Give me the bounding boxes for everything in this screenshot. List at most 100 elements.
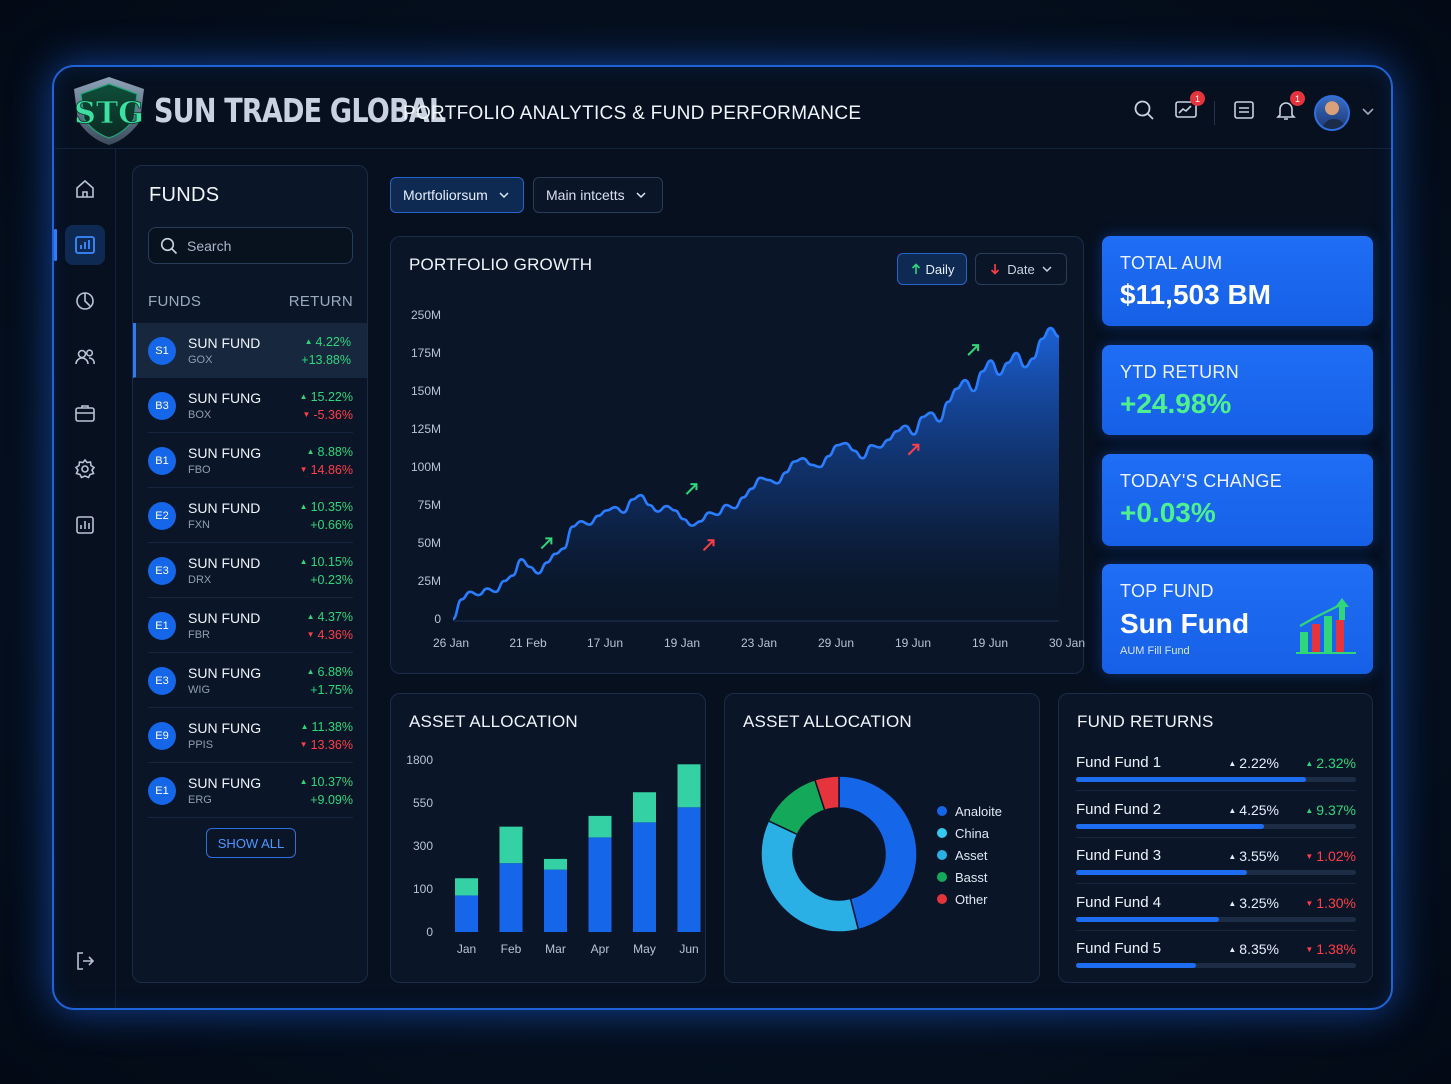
- fund-return-value: 3.55%: [1228, 848, 1279, 864]
- funds-title: FUNDS: [149, 184, 220, 206]
- fund-return-primary: 4.37%: [307, 610, 353, 624]
- y-tick-label: 0: [426, 925, 433, 939]
- nav-portfolio[interactable]: [65, 393, 105, 433]
- fund-list-item[interactable]: S1 SUN FUND GOX 4.22% +13.88%: [133, 323, 367, 378]
- fund-name: SUN FUNG: [188, 390, 262, 406]
- chart-notification-badge: 1: [1190, 91, 1205, 106]
- bar-segment-secondary: [499, 826, 523, 864]
- kpi-aum-value: $11,503 BM: [1120, 279, 1271, 310]
- fund-return-row[interactable]: Fund Fund 4 3.25% 1.30%: [1076, 894, 1356, 940]
- fund-list-item[interactable]: B1 SUN FUNG FBO 8.88% 14.86%: [148, 433, 353, 488]
- fund-return-secondary: 13.36%: [300, 738, 353, 752]
- y-tick-label: 175M: [411, 346, 441, 360]
- chart-messages-button[interactable]: 1: [1173, 91, 1205, 123]
- fund-list-item[interactable]: E1 SUN FUNG ERG 10.37% +9.09%: [148, 763, 353, 818]
- nav-users[interactable]: [65, 337, 105, 377]
- fund-return-name: Fund Fund 4: [1076, 893, 1162, 911]
- search-box[interactable]: [148, 227, 353, 264]
- fund-return-primary: 15.22%: [300, 390, 353, 404]
- fund-return-primary: 11.38%: [301, 720, 353, 734]
- fund-list-item[interactable]: E1 SUN FUND FBR 4.37% 4.36%: [148, 598, 353, 653]
- x-category-label: Jan: [457, 942, 476, 956]
- fund-return-row[interactable]: Fund Fund 3 3.55% 1.02%: [1076, 847, 1356, 893]
- home-icon: [76, 179, 94, 198]
- y-tick-label: 250M: [411, 308, 441, 322]
- donut-slice: [813, 775, 840, 812]
- portfolio-dropdown-label: Mortfoliorsum: [403, 187, 488, 203]
- fund-ticker: FXN: [188, 519, 210, 531]
- fund-return-progress-track: [1076, 963, 1356, 968]
- row-divider: [1076, 836, 1356, 838]
- fund-return-row[interactable]: Fund Fund 5 8.35% 1.38%: [1076, 940, 1356, 986]
- app-window: STG SUN TRADE GLOBAL PORTFOLIO ANALYTICS…: [52, 65, 1393, 1010]
- fund-return-value: 2.22%: [1228, 755, 1279, 771]
- trend-up-marker: [685, 483, 698, 495]
- fund-return-progress-track: [1076, 916, 1356, 922]
- chevron-down-icon[interactable]: [1360, 103, 1376, 119]
- legend-label: Basst: [955, 869, 988, 885]
- asset-allocation-bar-chart: 0 100 300 550 1800 Jan Feb Mar Apr May Jun: [406, 753, 701, 956]
- fund-name: SUN FUNG: [188, 720, 262, 736]
- nav-reports[interactable]: [65, 505, 105, 545]
- notifications-button[interactable]: 1: [1273, 91, 1305, 123]
- fund-return-secondary: +9.09%: [310, 793, 353, 807]
- kpi-top-sub: AUM Fill Fund: [1120, 645, 1190, 657]
- fund-return-secondary: +13.88%: [301, 353, 351, 367]
- x-category-label: Jun: [679, 942, 698, 956]
- nav-allocation[interactable]: [65, 281, 105, 321]
- fund-ticker: FBO: [188, 464, 211, 476]
- show-all-button[interactable]: SHOW ALL: [206, 828, 296, 858]
- nav-rail: [54, 149, 116, 1008]
- search-input[interactable]: [187, 228, 347, 263]
- search-button[interactable]: [1131, 97, 1157, 123]
- calendar-icon: [1234, 101, 1254, 119]
- fund-ticker: FBR: [188, 629, 210, 641]
- row-divider: [1076, 929, 1356, 931]
- fund-return-progress-track: [1076, 870, 1356, 875]
- fund-return-row[interactable]: Fund Fund 1 2.22% 2.32%: [1076, 754, 1356, 800]
- bar-segment-secondary: [588, 815, 612, 838]
- legend-label: China: [955, 825, 989, 841]
- fund-return-progress-fill: [1076, 870, 1247, 875]
- calendar-button[interactable]: [1231, 97, 1257, 123]
- fund-return-change: 1.38%: [1305, 941, 1356, 957]
- metrics-dropdown[interactable]: Main intcetts: [533, 177, 663, 213]
- bar-segment-primary: [588, 837, 612, 932]
- fund-returns-card: FUND RETURNS Fund Fund 12.22%2.32%Fund F…: [1058, 693, 1373, 983]
- nav-home[interactable]: [65, 169, 105, 209]
- donut-slice: [838, 775, 918, 931]
- fund-return-progress-track: [1076, 777, 1356, 782]
- fund-ticker: BOX: [188, 409, 212, 421]
- fund-return-progress-track: [1076, 823, 1356, 829]
- date-label: Date: [1007, 261, 1035, 277]
- trend-down-marker: [907, 443, 920, 456]
- fund-name: SUN FUND: [188, 500, 261, 516]
- fund-badge: B1: [148, 447, 176, 475]
- growth-line: [452, 326, 1060, 621]
- nav-analytics[interactable]: [54, 225, 105, 265]
- fund-list-item[interactable]: E3 SUN FUND DRX 10.15% +0.23%: [148, 543, 353, 598]
- fund-return-row[interactable]: Fund Fund 2 4.25% 9.37%: [1076, 801, 1356, 847]
- daily-toggle[interactable]: Daily: [897, 253, 967, 285]
- search-icon: [160, 237, 178, 255]
- trend-up-marker: [967, 344, 980, 356]
- legend-swatch: [937, 806, 947, 816]
- fund-list-item[interactable]: E9 SUN FUNG PPIS 11.38% 13.36%: [148, 708, 353, 763]
- date-dropdown[interactable]: Date: [975, 253, 1067, 285]
- fund-list-item[interactable]: B3 SUN FUNG BOX 15.22% -5.36%: [148, 378, 353, 433]
- fund-list-item[interactable]: E2 SUN FUND FXN 10.35% +0.66%: [148, 488, 353, 543]
- portfolio-dropdown[interactable]: Mortfoliorsum: [390, 177, 524, 213]
- kpi-change-value: +0.03%: [1120, 497, 1216, 528]
- nav-logout[interactable]: [65, 941, 105, 981]
- user-avatar[interactable]: [1314, 95, 1350, 131]
- trend-down-marker: [702, 539, 715, 551]
- fund-return-progress-fill: [1076, 823, 1264, 829]
- fund-list-item[interactable]: E3 SUN FUNG WIG 6.88% +1.75%: [148, 653, 353, 708]
- asset-allocation-donut-card: ASSET ALLOCATION Analoite China Asset Basst…: [724, 693, 1040, 983]
- nav-settings[interactable]: [65, 449, 105, 489]
- y-tick-label: 0: [434, 612, 441, 626]
- legend-swatch: [937, 872, 947, 882]
- header-divider: [1214, 101, 1215, 125]
- fund-return-change: 9.37%: [1305, 802, 1356, 818]
- fund-name: SUN FUNG: [188, 665, 262, 681]
